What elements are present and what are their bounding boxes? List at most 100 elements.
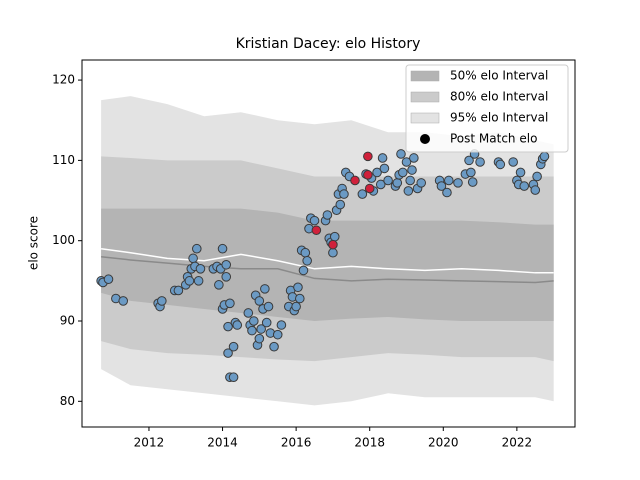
data-point bbox=[444, 175, 454, 186]
data-point bbox=[322, 210, 333, 220]
data-point bbox=[263, 301, 274, 312]
trend-line bbox=[101, 256, 554, 284]
plot-content bbox=[96, 96, 554, 406]
data-point bbox=[184, 276, 195, 286]
data-point bbox=[372, 167, 382, 178]
data-point bbox=[214, 280, 224, 290]
data-point bbox=[254, 333, 265, 344]
data-point bbox=[302, 255, 312, 266]
data-point bbox=[293, 282, 303, 293]
data-point bbox=[532, 171, 542, 182]
legend-marker bbox=[420, 134, 430, 144]
y-tick-label: 90 bbox=[60, 313, 75, 327]
data-point bbox=[467, 177, 478, 187]
x-tick-label: 2014 bbox=[207, 436, 238, 450]
data-point bbox=[269, 341, 279, 352]
x-tick-label: 2022 bbox=[502, 436, 533, 450]
data-point bbox=[409, 153, 419, 163]
y-tick-label: 120 bbox=[52, 73, 75, 87]
data-point bbox=[475, 157, 485, 167]
plot-area bbox=[96, 96, 554, 406]
data-point bbox=[329, 231, 340, 242]
y-tick-label: 100 bbox=[52, 233, 75, 247]
data-point bbox=[398, 167, 408, 178]
legend-label: 80% elo Interval bbox=[450, 90, 548, 104]
data-point bbox=[243, 308, 254, 318]
data-point bbox=[217, 243, 228, 254]
data-point bbox=[357, 189, 368, 199]
data-point bbox=[515, 167, 526, 178]
data-point bbox=[363, 151, 373, 162]
legend-box bbox=[405, 64, 569, 153]
data-point bbox=[466, 167, 476, 178]
data-point bbox=[249, 316, 259, 326]
data-point bbox=[260, 284, 270, 294]
data-point bbox=[436, 181, 447, 191]
data-point bbox=[403, 186, 414, 196]
data-point bbox=[254, 296, 265, 306]
data-point bbox=[191, 243, 202, 254]
data-point bbox=[225, 298, 235, 309]
data-point bbox=[228, 372, 239, 383]
data-point bbox=[539, 151, 550, 162]
interval-band bbox=[101, 208, 554, 321]
data-point bbox=[276, 320, 287, 330]
data-point bbox=[383, 175, 393, 186]
data-point bbox=[453, 178, 463, 188]
data-point bbox=[339, 189, 349, 199]
data-point bbox=[118, 296, 129, 306]
data-point bbox=[364, 183, 375, 194]
chart-title: Kristian Dacey: elo History bbox=[236, 36, 421, 52]
data-point bbox=[272, 329, 283, 340]
x-tick-label: 2012 bbox=[134, 436, 165, 450]
data-point bbox=[396, 149, 406, 159]
data-point bbox=[232, 320, 243, 330]
legend-label: 95% elo Interval bbox=[450, 111, 548, 125]
axes-frame bbox=[81, 59, 576, 428]
data-point bbox=[416, 178, 427, 188]
x-tick-label: 2016 bbox=[281, 436, 312, 450]
data-point bbox=[379, 163, 390, 174]
data-point bbox=[256, 324, 266, 334]
data-point bbox=[442, 187, 452, 198]
legend-label: 50% elo Interval bbox=[450, 69, 548, 83]
data-point bbox=[223, 348, 233, 358]
data-point bbox=[328, 239, 338, 250]
data-point bbox=[195, 263, 206, 274]
data-point bbox=[221, 259, 232, 270]
y-axis-label: elo score bbox=[27, 216, 41, 270]
data-point bbox=[530, 185, 541, 195]
legend-label: Post Match elo bbox=[450, 132, 537, 146]
data-point bbox=[350, 175, 360, 186]
data-point bbox=[291, 301, 301, 312]
data-point bbox=[261, 317, 272, 328]
data-point bbox=[495, 159, 506, 170]
data-point bbox=[335, 199, 346, 210]
legend-swatch bbox=[410, 70, 440, 82]
data-point bbox=[309, 215, 320, 226]
data-point bbox=[295, 293, 305, 304]
data-point bbox=[401, 157, 412, 167]
data-point bbox=[508, 157, 518, 167]
x-tick-label: 2018 bbox=[354, 436, 385, 450]
data-point bbox=[228, 341, 239, 352]
data-point bbox=[519, 181, 530, 191]
data-point bbox=[298, 265, 309, 276]
trend-line bbox=[101, 247, 554, 274]
data-point bbox=[392, 178, 403, 188]
data-point bbox=[223, 321, 233, 332]
data-point bbox=[188, 253, 198, 264]
data-point bbox=[464, 155, 474, 166]
y-tick-label: 80 bbox=[60, 394, 75, 408]
legend-swatch bbox=[410, 112, 440, 124]
data-point bbox=[407, 165, 417, 175]
data-point bbox=[377, 153, 388, 163]
y-tick-label: 110 bbox=[52, 153, 75, 167]
x-tick-label: 2020 bbox=[428, 436, 459, 450]
data-point bbox=[247, 325, 257, 336]
data-point bbox=[300, 247, 311, 258]
data-point bbox=[363, 170, 373, 180]
data-point bbox=[375, 179, 386, 190]
legend-swatch bbox=[410, 91, 440, 103]
